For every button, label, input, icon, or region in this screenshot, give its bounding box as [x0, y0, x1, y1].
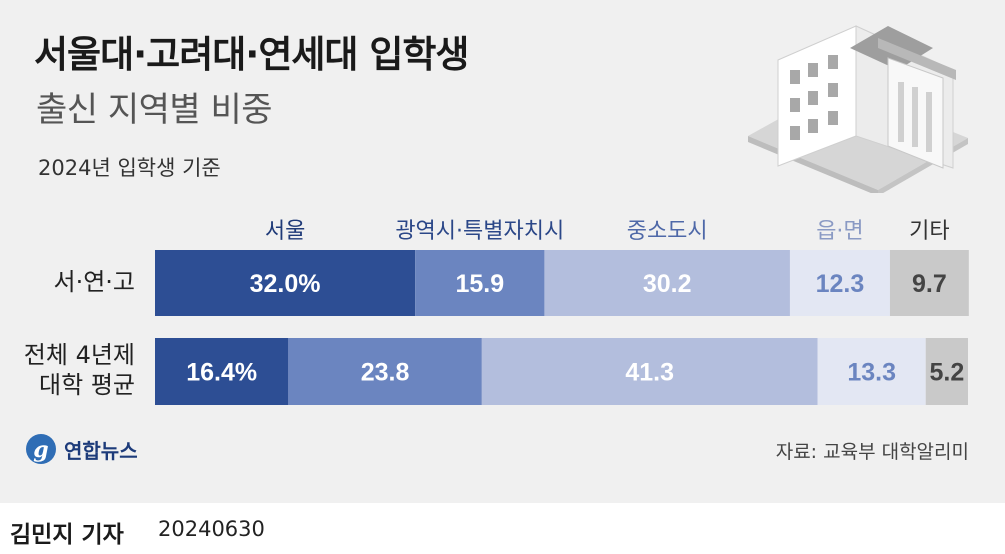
bar-segment [889, 250, 969, 316]
chart-title: 서울대·고려대·연세대 입학생 [34, 33, 469, 76]
row-label-line: 대학 평균 [39, 371, 135, 399]
svg-text:g: g [33, 437, 48, 463]
bar-data-label: 16.4% [186, 359, 257, 387]
bar-segment [155, 250, 416, 316]
stacked-bar-chart: 32.0% 15.9 30.2 12.3 9.7 16.4% 23.8 41.3 13.3 5.2 [155, 250, 969, 405]
bar-segment [925, 338, 968, 405]
infographic-canvas: 서울대·고려대·연세대 입학생 출신 지역별 비중 2024년 입학생 기준 서… [0, 0, 1005, 503]
bar-data-label: 5.2 [929, 359, 964, 387]
yonhap-logo-icon: g [26, 434, 56, 464]
legend-item: 광역시·특별자치시 [395, 219, 565, 244]
bar-segment [817, 338, 926, 405]
bar-data-label: 9.7 [912, 270, 947, 298]
bar-segment [155, 338, 289, 405]
bar-data-label: 41.3 [625, 359, 674, 387]
bar-segment [789, 250, 890, 316]
legend-item: 서울 [264, 219, 306, 244]
row-label-line: 전체 4년제 [23, 341, 135, 369]
bar-data-label: 15.9 [455, 270, 504, 298]
bar-data-label: 23.8 [361, 359, 410, 387]
logo-text: 연합뉴스 [64, 438, 138, 463]
yonhap-logo: g 연합뉴스 [24, 432, 138, 466]
bar-segment [481, 338, 818, 405]
university-building-icon [748, 25, 968, 193]
bar-segment [288, 338, 482, 405]
bar-data-label: 13.3 [847, 359, 896, 387]
publish-date: 20240630 [158, 517, 265, 541]
basis-note: 2024년 입학생 기준 [38, 156, 221, 180]
row-label-top-universities: 서·연·고 [54, 267, 136, 297]
reporter-name: 김민지 기자 [10, 522, 124, 548]
legend-item: 기타 [909, 219, 950, 244]
row-label-all-universities: 전체 4년제 대학 평균 [24, 340, 135, 400]
legend-item: 중소도시 [626, 219, 708, 244]
footer: 김민지 기자 20240630 [0, 503, 1005, 554]
row-label-line: 서·연·고 [53, 268, 136, 296]
chart-subtitle: 출신 지역별 비중 [36, 90, 273, 130]
bar-segment [415, 250, 545, 316]
bar-segment [544, 250, 790, 316]
source-note: 자료: 교육부 대학알리미 [775, 441, 969, 463]
bar-data-label: 12.3 [816, 270, 865, 298]
bar-data-label: 32.0% [250, 270, 321, 298]
bar-data-label: 30.2 [643, 270, 692, 298]
legend-item: 읍·면 [816, 219, 864, 244]
